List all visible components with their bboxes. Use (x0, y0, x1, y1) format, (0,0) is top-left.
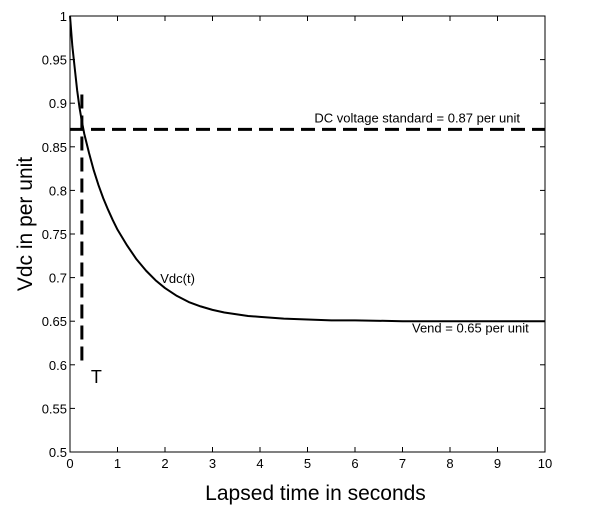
x-tick-label: 7 (399, 456, 406, 471)
x-axis-label: Lapsed time in seconds (205, 482, 426, 505)
y-tick-label: 0.55 (42, 401, 67, 416)
x-tick-label: 6 (351, 456, 358, 471)
x-tick-label: 8 (446, 456, 453, 471)
y-tick-label: 0.8 (49, 183, 67, 198)
x-tick-label: 3 (209, 456, 216, 471)
y-tick-label: 0.7 (49, 271, 67, 286)
x-tick-label: 9 (494, 456, 501, 471)
x-tick-label: 10 (538, 456, 552, 471)
y-axis-label: Vdc in per unit (14, 157, 37, 291)
series-group (69, 15, 545, 323)
reference-lines (70, 94, 545, 365)
y-tick-label: 0.95 (42, 53, 67, 68)
y-tick-label: 1 (60, 9, 67, 24)
reference-line-label: DC voltage standard = 0.87 per unit (314, 110, 520, 125)
annotations: DC voltage standard = 0.87 per unit T Vdc(… (91, 110, 529, 386)
y-tick-label: 0.6 (49, 358, 67, 373)
x-axis-tick-labels: 0 1 2 3 4 5 6 7 8 9 10 (66, 456, 552, 471)
y-tick-label: 0.65 (42, 314, 67, 329)
y-axis-tick-labels: 0.5 0.55 0.6 0.65 0.7 0.75 0.8 0.85 0.9 0.95 1 (42, 9, 67, 460)
y-tick-label: 0.5 (49, 445, 67, 460)
end-value-annotation: Vend = 0.65 per unit (412, 321, 529, 336)
x-tick-label: 1 (114, 456, 121, 471)
x-tick-label: 2 (161, 456, 168, 471)
x-tick-label: 5 (304, 456, 311, 471)
series-label: Vdc(t) (160, 271, 195, 286)
x-tick-label: 0 (66, 456, 73, 471)
y-tick-label: 0.75 (42, 227, 67, 242)
x-axis-ticks (69, 16, 546, 452)
x-tick-label: 4 (256, 456, 263, 471)
series-line-vdc (69, 15, 545, 323)
y-tick-label: 0.9 (49, 96, 67, 111)
reference-line-label: T (91, 367, 102, 387)
y-tick-label: 0.85 (42, 140, 67, 155)
